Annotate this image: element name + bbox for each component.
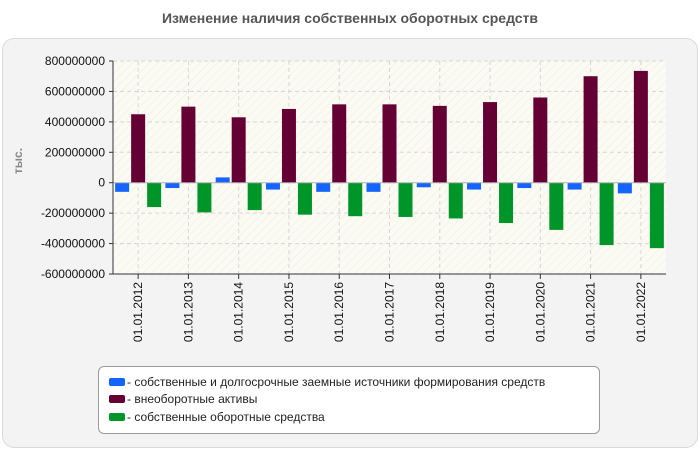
bar-working-capital [147,182,162,208]
bar-working-capital [247,182,262,211]
bar-sources [617,182,632,194]
legend-swatch-sources [109,377,125,386]
bar-working-capital [599,182,614,246]
bar-noncurrent-assets [533,97,548,183]
x-tick-label: 01.01.2021 [584,282,598,342]
bar-working-capital [549,182,564,230]
bar-noncurrent-assets [281,108,296,183]
legend-item-working-capital: - собственные оборотные средства [109,410,325,426]
bar-working-capital [649,182,664,249]
x-tick-label: 01.01.2014 [232,282,246,342]
y-tick-label: -400000000 [41,237,105,251]
y-tick-label: -200000000 [41,206,105,220]
x-tick-label: 01.01.2019 [483,282,497,342]
bar-sources [316,182,331,192]
bar-working-capital [348,182,363,217]
y-tick-label: 600000000 [45,84,105,98]
legend-label-sources: - собственные и долгосрочные заемные ист… [127,375,546,389]
bar-noncurrent-assets [382,104,397,183]
bar-noncurrent-assets [432,105,447,183]
bar-sources [115,182,130,192]
legend-item-sources: - собственные и долгосрочные заемные ист… [109,375,545,391]
y-tick-label: -600000000 [41,267,105,281]
legend-swatch-working-capital [109,412,125,421]
bar-sources [366,182,381,192]
bar-sources [467,182,482,190]
legend-label-noncurrent-assets: - внеоборотные активы [127,392,258,406]
bar-noncurrent-assets [483,102,498,183]
chart-title: Изменение наличия собственных оборотных … [161,10,539,26]
legend-label-working-capital: - собственные оборотные средства [127,410,325,424]
legend-item-noncurrent-assets: - внеоборотные активы [109,392,257,408]
bar-working-capital [499,182,514,224]
x-tick-label: 01.01.2017 [383,282,397,342]
x-tick-label: 01.01.2013 [181,282,195,342]
y-tick-label: 0 [98,176,105,190]
bar-working-capital [197,182,212,213]
y-axis-label: тыс. [11,148,25,174]
bar-sources [215,177,230,183]
bar-working-capital [297,182,312,215]
legend-swatch-noncurrent-assets [109,394,125,403]
bar-noncurrent-assets [332,104,347,183]
x-tick-label: 01.01.2020 [533,282,547,342]
bar-noncurrent-assets [181,106,196,183]
bar-working-capital [398,182,413,217]
bar-noncurrent-assets [231,117,246,183]
bar-noncurrent-assets [583,76,598,183]
chart-legend: - собственные и долгосрочные заемные ист… [98,366,600,434]
x-tick-label: 01.01.2022 [634,282,648,342]
x-tick-label: 01.01.2016 [332,282,346,342]
bar-sources [416,182,431,188]
bar-sources [165,182,180,189]
bar-sources [517,182,532,189]
bar-noncurrent-assets [633,70,648,183]
bar-sources [265,182,280,190]
x-tick-label: 01.01.2015 [282,282,296,342]
y-tick-label: 800000000 [45,54,105,68]
x-tick-label: 01.01.2012 [131,282,145,342]
bar-noncurrent-assets [131,114,146,183]
x-tick-label: 01.01.2018 [433,282,447,342]
bar-sources [567,182,582,190]
y-tick-label: 200000000 [45,145,105,159]
y-tick-label: 400000000 [45,115,105,129]
bar-working-capital [448,182,463,219]
